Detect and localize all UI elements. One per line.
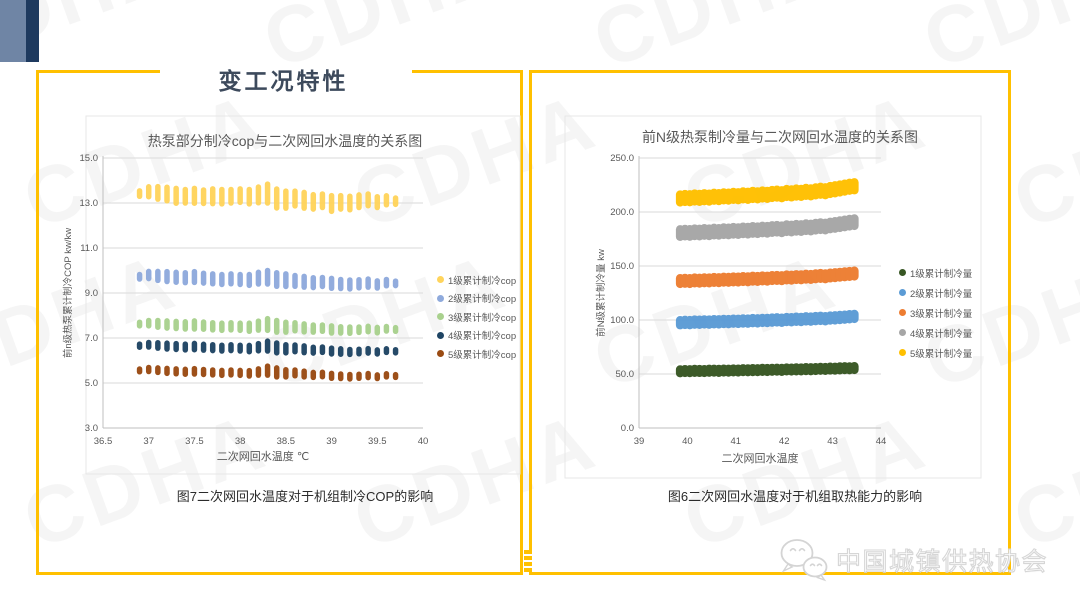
svg-text:5.0: 5.0 xyxy=(85,378,98,389)
svg-text:200.0: 200.0 xyxy=(610,207,634,218)
corner-bar-light xyxy=(0,0,26,62)
svg-text:13.0: 13.0 xyxy=(80,198,99,209)
cdha-watermark: CDHA xyxy=(1002,75,1080,246)
legend-item-5: 5级累计制冷cop xyxy=(437,347,517,361)
wechat-icon xyxy=(780,539,828,582)
corner-bar-dark xyxy=(26,0,39,62)
series-4 xyxy=(136,338,399,358)
series-3 xyxy=(675,266,859,289)
legend-marker xyxy=(437,294,444,302)
legend-item-3: 3级累计制冷量 xyxy=(899,306,973,320)
svg-text:0.0: 0.0 xyxy=(621,423,634,434)
legend-item-1: 1级累计制冷量 xyxy=(899,266,973,280)
series-2 xyxy=(136,267,399,292)
legend-marker xyxy=(899,269,906,276)
svg-text:100.0: 100.0 xyxy=(610,315,634,326)
legend-marker xyxy=(899,309,906,316)
svg-text:40: 40 xyxy=(682,436,693,447)
svg-text:250.0: 250.0 xyxy=(610,153,634,164)
legend-label: 3级累计制冷量 xyxy=(910,308,973,320)
svg-text:39: 39 xyxy=(326,436,337,447)
svg-text:7.0: 7.0 xyxy=(85,333,98,344)
legend-label: 2级累计制冷cop xyxy=(448,294,517,305)
svg-text:11.0: 11.0 xyxy=(80,243,98,254)
left-chart-x-axis-title: 二次网回水温度 ℃ xyxy=(216,451,310,463)
legend-marker xyxy=(899,349,906,356)
svg-text:9.0: 9.0 xyxy=(85,288,98,299)
series-2 xyxy=(675,309,859,330)
legend-label: 5级累计制冷量 xyxy=(910,348,973,360)
clipped-text-fragment xyxy=(524,550,532,572)
left-chart-legend: 1级累计制冷cop 2级累计制冷cop 3级累计制冷cop 4级累计制冷cop 5级累计… xyxy=(437,273,516,366)
svg-text:42: 42 xyxy=(779,436,790,447)
svg-text:43: 43 xyxy=(827,436,838,447)
svg-text:37.5: 37.5 xyxy=(185,436,204,447)
legend-label: 1级累计制冷量 xyxy=(910,268,973,280)
svg-text:39.5: 39.5 xyxy=(368,436,387,447)
right-chart-x-axis-title: 二次网回水温度 xyxy=(721,453,799,465)
svg-text:38.5: 38.5 xyxy=(277,436,296,447)
left-chart-title: 热泵部分制冷cop与二次网回水温度的关系图 xyxy=(147,133,423,149)
left-chart-y-axis-title: 前n级热泵累计制冷COP kw/kw xyxy=(63,227,74,359)
left-chart-canvas: 3.0 5.0 7.0 9.0 11.0 13.0 15.0 36.5 37 37.5 38 38.5… xyxy=(80,115,521,475)
slide-title: 变工况特性 xyxy=(218,68,349,94)
legend-item-2: 2级累计制冷量 xyxy=(899,286,973,300)
left-panel-top-border-segment xyxy=(36,70,160,73)
legend-label: 3级累计制冷cop xyxy=(448,312,517,324)
svg-text:50.0: 50.0 xyxy=(616,369,635,380)
legend-marker xyxy=(899,329,906,336)
legend-label: 2级累计制冷量 xyxy=(910,288,973,300)
legend-item-1: 1级累计制冷cop xyxy=(437,273,517,287)
svg-text:44: 44 xyxy=(876,436,887,447)
series-1 xyxy=(675,361,859,378)
left-chart-caption: 图7二次网回水温度对于机组制冷COP的影响 xyxy=(176,489,434,504)
svg-text:36.5: 36.5 xyxy=(94,436,113,447)
tick-labels: 0.0 50.0 100.0 150.0 200.0 250.0 39 40 41 42 43 44 xyxy=(610,153,886,447)
legend-label: 1级累计制冷cop xyxy=(448,275,517,287)
right-chart-title: 前N级热泵制冷量与二次网回水温度的关系图 xyxy=(641,129,919,145)
chart-frame xyxy=(85,115,521,475)
svg-text:39: 39 xyxy=(634,436,645,447)
series-3 xyxy=(136,315,399,337)
legend-item-5: 5级累计制冷量 xyxy=(899,346,973,360)
legend-item-2: 2级累计制冷cop xyxy=(437,292,516,305)
left-chart-panel xyxy=(36,70,523,575)
legend-item-4: 4级累计制冷量 xyxy=(899,326,973,340)
svg-text:41: 41 xyxy=(731,436,742,447)
svg-text:15.0: 15.0 xyxy=(80,153,99,164)
series-5 xyxy=(136,363,399,382)
legend-item-3: 3级累计制冷cop xyxy=(437,310,517,324)
svg-text:37: 37 xyxy=(143,436,154,447)
right-chart-canvas: 0.0 50.0 100.0 150.0 200.0 250.0 39 40 41 42 43 44 xyxy=(564,115,982,479)
svg-text:38: 38 xyxy=(235,436,246,447)
right-chart-panel xyxy=(529,70,1011,575)
legend-marker xyxy=(899,289,906,296)
legend-marker xyxy=(437,350,444,357)
legend-label: 4级累计制冷cop xyxy=(448,331,517,342)
legend-marker xyxy=(437,331,444,339)
series-4 xyxy=(675,214,859,241)
association-name: 中国城镇供热协会 xyxy=(835,547,1049,576)
legend-label: 4级累计制冷量 xyxy=(910,328,973,340)
right-chart-legend: 1级累计制冷量 2级累计制冷量 3级累计制冷量 4级累计制冷量 5级累计制冷量 xyxy=(899,266,972,366)
tick-labels: 3.0 5.0 7.0 9.0 11.0 13.0 15.0 36.5 37 37.5 38 38.5… xyxy=(80,153,429,447)
series-5 xyxy=(675,178,859,207)
chart-frame xyxy=(564,115,982,479)
legend-marker xyxy=(437,276,444,283)
legend-label: 5级累计制冷cop xyxy=(448,349,517,361)
association-logo: 中国城镇供热协会 xyxy=(778,536,1048,584)
legend-marker xyxy=(437,313,444,320)
series-1 xyxy=(136,181,399,215)
legend-item-4: 4级累计制冷cop xyxy=(437,329,516,342)
svg-text:3.0: 3.0 xyxy=(85,423,98,434)
svg-text:150.0: 150.0 xyxy=(610,261,634,272)
left-panel-top-border-segment xyxy=(412,70,523,73)
right-chart-caption: 图6二次网回水温度对于机组取热能力的影响 xyxy=(667,489,923,504)
right-chart-y-axis-title: 前N级累计制冷量 kw xyxy=(596,249,607,337)
svg-text:40: 40 xyxy=(418,436,429,447)
